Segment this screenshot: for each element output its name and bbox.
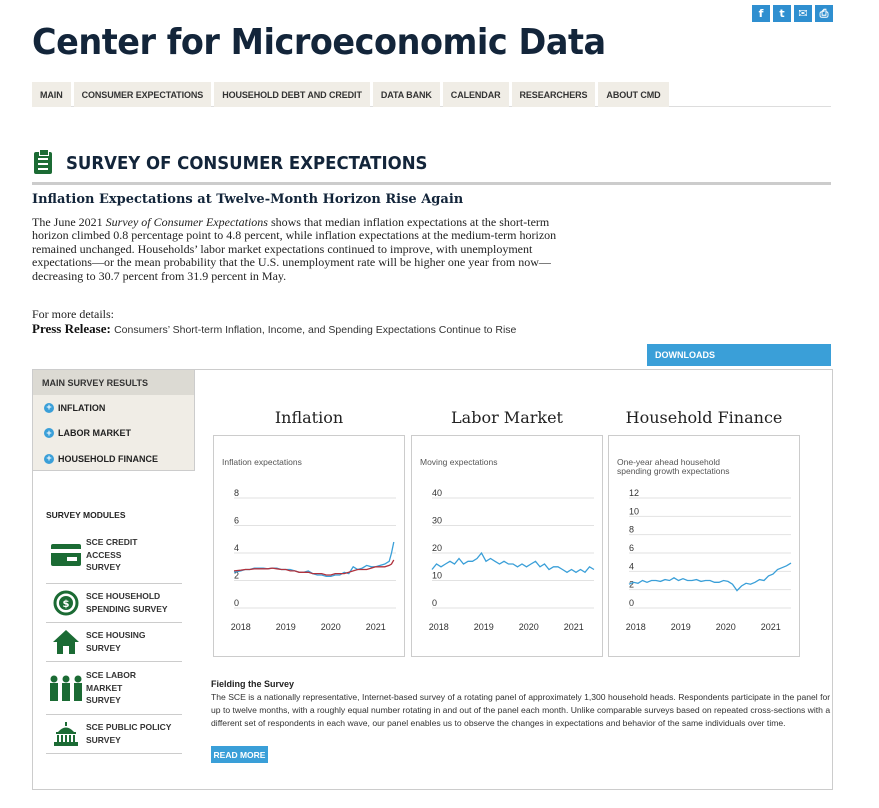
module-household-spending[interactable]: $ SCE HOUSEHOLD SPENDING SURVEY: [46, 584, 182, 623]
y-tick-label: 8: [234, 488, 239, 498]
y-tick-label: 0: [629, 598, 634, 608]
plus-icon: +: [44, 453, 54, 464]
y-tick-label: 6: [629, 543, 634, 553]
nav-item-data-bank[interactable]: DATA BANK: [372, 82, 440, 107]
credit-card-icon: [46, 544, 86, 566]
svg-text:$: $: [63, 599, 70, 610]
nav-item-calendar[interactable]: CALENDAR: [442, 82, 509, 107]
article-body: The June 2021 Survey of Consumer Expecta…: [32, 215, 557, 283]
chart-labor-market[interactable]: Moving expectations 0 10 20 30 40 2018 2019 2020…: [411, 435, 603, 657]
y-tick-label: 2: [629, 580, 634, 590]
main-survey-results-header[interactable]: MAIN SURVEY RESULTS: [33, 370, 194, 395]
house-icon: [46, 630, 86, 654]
press-release-label: Press Release:: [32, 321, 111, 336]
clipboard-icon: [34, 149, 52, 174]
chart-svg-inflation: Inflation expectations 0 2 4 6 8 2018 2019 2020 2…: [222, 457, 396, 632]
y-tick-label: 0: [234, 598, 239, 608]
chart-subtitle-household-finance: spending growth expectations: [617, 466, 729, 476]
y-tick-label: 40: [432, 488, 442, 498]
y-tick-label: 2: [234, 571, 239, 581]
nav-item-consumer-expectations[interactable]: CONSUMER EXPECTATIONS: [73, 82, 212, 107]
survey-modules-title: SURVEY MODULES: [46, 510, 126, 520]
series-line-household-finance-0: [628, 562, 792, 592]
section-title: SURVEY OF CONSUMER EXPECTATIONS: [66, 153, 428, 174]
read-more-button[interactable]: READ MORE: [211, 746, 268, 763]
x-tick-label: 2019: [276, 622, 296, 632]
y-tick-label: 30: [432, 516, 442, 526]
article-title: Inflation Expectations at Twelve-Month H…: [32, 192, 464, 207]
x-tick-label: 2021: [564, 622, 584, 632]
series-line-inflation-0: [233, 541, 395, 578]
site-title[interactable]: Center for Microeconomic Data: [32, 22, 606, 63]
downloads-button[interactable]: DOWNLOADS: [647, 344, 831, 366]
y-tick-label: 4: [234, 543, 239, 553]
plus-icon: +: [44, 402, 54, 413]
module-public-policy[interactable]: SCE PUBLIC POLICY SURVEY: [46, 715, 182, 754]
print-icon[interactable]: ⎙: [815, 5, 833, 22]
fielding-body: The SCE is a nationally representative, …: [211, 692, 831, 728]
y-tick-label: 4: [629, 561, 634, 571]
x-tick-label: 2018: [231, 622, 251, 632]
chart-subtitle-household-finance: One-year ahead household: [617, 457, 720, 467]
x-tick-label: 2020: [321, 622, 341, 632]
module-labor-market[interactable]: SCE LABOR MARKET SURVEY: [46, 662, 182, 715]
press-release-link[interactable]: Consumers’ Short-term Inflation, Income,…: [114, 324, 517, 336]
chart-inflation[interactable]: Inflation expectations 0 2 4 6 8 2018 2019 2020 2…: [213, 435, 405, 657]
y-tick-label: 12: [629, 488, 639, 498]
y-tick-label: 0: [432, 598, 437, 608]
x-tick-label: 2021: [366, 622, 386, 632]
module-credit-access[interactable]: SCE CREDIT ACCESS SURVEY: [46, 527, 182, 584]
facebook-icon[interactable]: f: [752, 5, 770, 22]
plus-icon: +: [44, 428, 54, 439]
y-tick-label: 10: [629, 506, 639, 516]
fielding-title: Fielding the Survey: [211, 679, 295, 689]
chart-title-labor-market[interactable]: Labor Market: [451, 408, 563, 427]
chart-title-inflation[interactable]: Inflation: [274, 408, 344, 427]
leftnav-item-inflation[interactable]: + INFLATION: [33, 395, 194, 421]
details-label: For more details:: [32, 307, 114, 321]
x-tick-label: 2020: [716, 622, 736, 632]
chart-household-finance[interactable]: One-year ahead household spending growth …: [608, 435, 800, 657]
leftnav-item-labor-market[interactable]: + LABOR MARKET: [33, 421, 194, 447]
x-tick-label: 2018: [429, 622, 449, 632]
y-tick-label: 8: [629, 525, 634, 535]
x-tick-label: 2020: [519, 622, 539, 632]
workers-icon: [46, 675, 86, 701]
nav-item-household-debt[interactable]: HOUSEHOLD DEBT AND CREDIT: [214, 82, 370, 107]
main-nav: MAIN CONSUMER EXPECTATIONS HOUSEHOLD DEB…: [32, 82, 831, 107]
main-survey-results-nav: MAIN SURVEY RESULTS + INFLATION + LABOR MA…: [33, 370, 195, 471]
x-tick-label: 2019: [474, 622, 494, 632]
email-icon[interactable]: ✉: [794, 5, 812, 22]
twitter-icon[interactable]: t: [773, 5, 791, 22]
y-tick-label: 10: [432, 571, 442, 581]
module-housing[interactable]: SCE HOUSING SURVEY: [46, 623, 182, 662]
fielding-section: Fielding the Survey The SCE is a nationa…: [211, 679, 831, 730]
nav-item-researchers[interactable]: RESEARCHERS: [511, 82, 596, 107]
y-tick-label: 20: [432, 543, 442, 553]
money-cycle-icon: $: [46, 590, 86, 616]
x-tick-label: 2018: [626, 622, 646, 632]
chart-title-household-finance[interactable]: Household Finance: [625, 408, 783, 427]
leftnav-item-household-finance[interactable]: + HOUSEHOLD FINANCE: [33, 446, 194, 472]
social-links: f t ✉ ⎙: [752, 5, 833, 22]
press-release: Press Release: Consumers’ Short-term Inf…: [32, 321, 516, 337]
chart-subtitle-labor-market: Moving expectations: [420, 457, 498, 467]
nav-item-main[interactable]: MAIN: [32, 82, 71, 107]
series-line-labor-market-0: [431, 551, 595, 574]
x-tick-label: 2021: [761, 622, 781, 632]
x-tick-label: 2019: [671, 622, 691, 632]
y-tick-label: 6: [234, 516, 239, 526]
nav-item-about-cmd[interactable]: ABOUT CMD: [598, 82, 669, 107]
chart-subtitle-inflation: Inflation expectations: [222, 457, 302, 467]
section-header: SURVEY OF CONSUMER EXPECTATIONS: [32, 149, 831, 185]
survey-modules-list: SCE CREDIT ACCESS SURVEY $ SCE HOUSEHOLD SP…: [46, 527, 182, 754]
series-line-inflation-1: [233, 559, 395, 576]
capitol-icon: [46, 722, 86, 746]
chart-svg-labor-market: Moving expectations 0 10 20 30 40 2018 2019 2020…: [420, 457, 595, 632]
